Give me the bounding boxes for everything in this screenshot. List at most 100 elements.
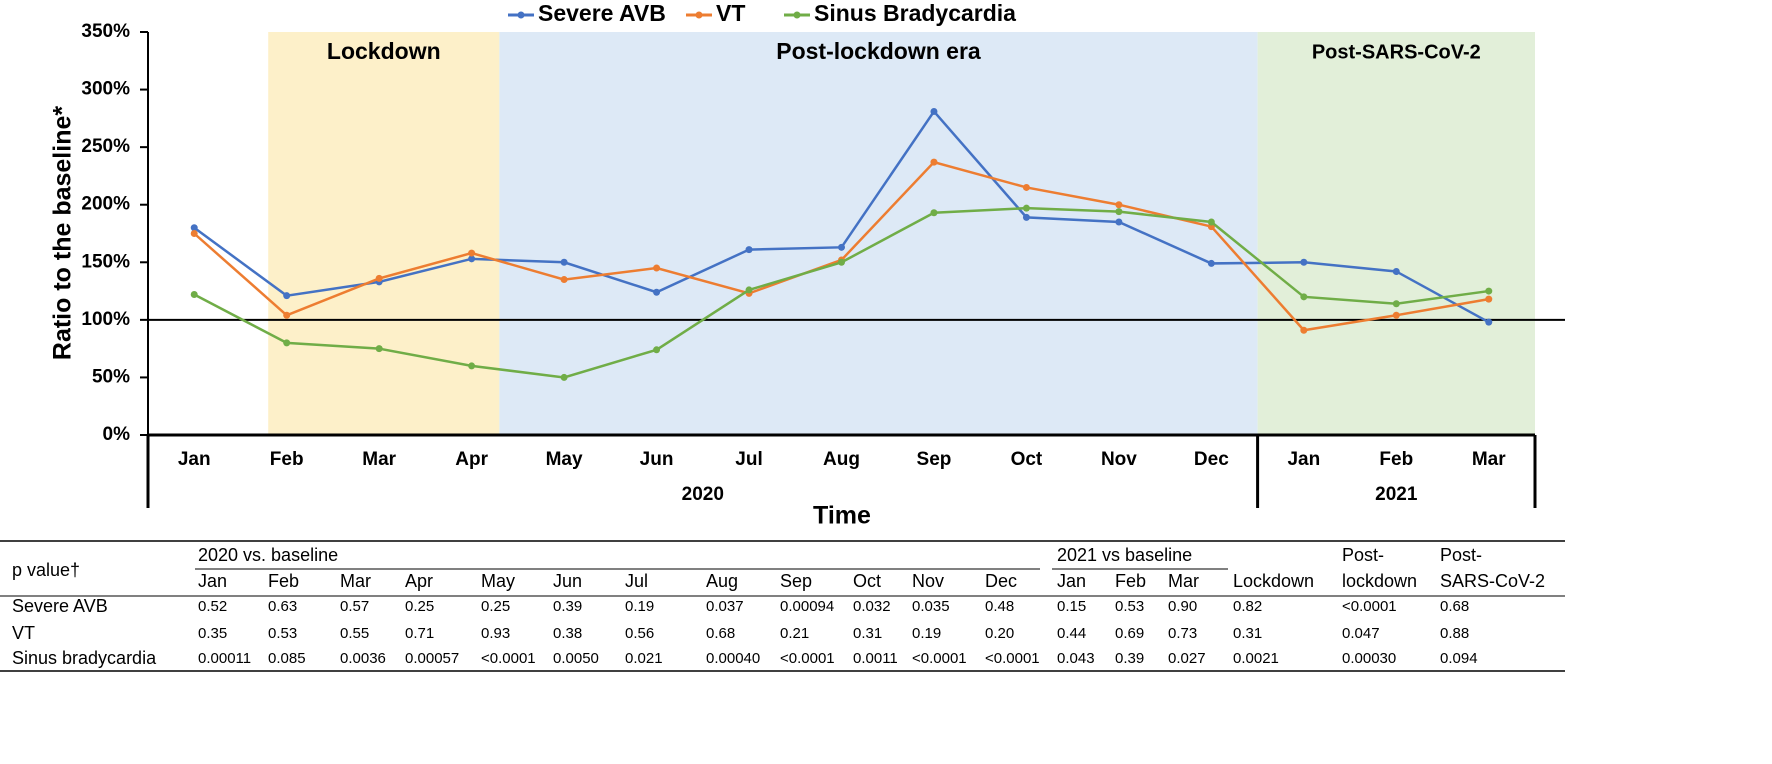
data-point [1392,267,1400,275]
table-cell: 0.57 [340,598,369,615]
table-cell: 0.93 [481,625,510,642]
group-label: 2021 [1375,484,1418,505]
x-tick-label: Jul [735,449,762,470]
y-tick-label: 100% [81,309,130,330]
x-tick-label: Apr [455,449,488,470]
table-column-header: Jun [553,571,582,591]
table-cell: 0.032 [853,598,891,615]
x-tick-label: Sep [917,449,952,470]
data-point [283,339,291,347]
x-tick-label: Feb [270,449,304,470]
data-point [1300,258,1308,266]
table-column-header: Mar [1168,571,1199,591]
table-cell: 0.25 [481,598,510,615]
data-point [1300,326,1308,334]
table-cell: 0.69 [1115,625,1144,642]
table-cell: 0.68 [1440,598,1469,615]
table-cell: <0.0001 [1342,598,1397,615]
y-axis-label: Ratio to the baseline* [49,106,77,360]
x-tick-label: Jun [640,449,674,470]
table-cell: 0.53 [1115,598,1144,615]
table-cell: 0.68 [706,625,735,642]
period-label: Post-SARS-CoV-2 [1312,41,1481,63]
data-point [1115,208,1123,216]
data-point [190,230,198,237]
table-cell: 0.085 [268,650,306,667]
table-corner: p value† [12,560,80,580]
legend-label: Sinus Bradycardia [814,0,1016,26]
table-column-header: Oct [853,571,881,591]
table-cell: 0.53 [268,625,297,642]
data-point [930,107,938,115]
data-point [1485,295,1493,303]
table-column-header: Sep [780,571,812,591]
data-point [468,255,476,263]
data-point [1022,213,1030,221]
y-tick-label: 300% [81,79,130,100]
table-cell: 0.19 [912,625,941,642]
data-point [1392,300,1400,308]
table-column-header: Dec [985,571,1017,591]
table-cell: 0.31 [1233,625,1262,642]
table-column-header: Jan [198,571,227,591]
table-cell: <0.0001 [780,650,835,667]
period-band [499,32,1258,435]
table-cell: 0.035 [912,598,950,615]
data-point [375,274,383,282]
data-point [1485,318,1493,326]
table-cell: 0.19 [625,598,654,615]
table-cell: 0.63 [268,598,297,615]
data-point [560,276,568,284]
table-cell: 0.00030 [1342,650,1396,667]
data-point [745,286,753,294]
table-cell: 0.00057 [405,650,459,667]
table-cell: 0.20 [985,625,1014,642]
data-point [1207,218,1215,226]
data-point [745,246,753,254]
data-point [190,224,198,232]
data-point [1115,201,1123,209]
table-column-header: Aug [706,571,738,591]
table-cell: <0.0001 [912,650,967,667]
data-point [283,292,291,300]
group-label: 2020 [682,484,724,505]
data-point [1392,311,1400,319]
data-point [375,345,383,353]
table-cell: 0.88 [1440,625,1469,642]
table-column-header: Lockdown [1233,571,1314,591]
table-cell: 0.31 [853,625,882,642]
table-cell: 0.52 [198,598,227,615]
x-tick-label: Jan [1287,449,1320,470]
table-group-header: 2020 vs. baseline [198,545,338,565]
period-label: Post-lockdown era [776,38,981,64]
y-tick-label: 350% [81,21,130,42]
table-cell: 0.027 [1168,650,1206,667]
table-cell: <0.0001 [481,650,536,667]
data-point [1300,293,1308,301]
table-row-label: Severe AVB [12,596,108,616]
period-label: Lockdown [327,38,441,64]
legend-marker [695,11,703,19]
x-tick-label: Nov [1101,449,1137,470]
table-column-header: Feb [268,571,299,591]
table-cell: 0.043 [1057,650,1095,667]
table-cell: 0.00011 [198,650,251,667]
table-group-header: 2021 vs baseline [1057,545,1192,565]
data-point [560,373,568,381]
period-band [268,32,500,435]
table-column-header: May [481,571,515,591]
legend-marker [517,11,525,19]
data-point [468,249,476,257]
table-cell: <0.0001 [985,650,1040,667]
x-tick-label: Dec [1194,449,1229,470]
y-tick-label: 150% [81,251,130,272]
table-cell: 0.55 [340,625,369,642]
table-cell: 0.71 [405,625,434,642]
legend-marker [793,11,801,19]
data-point [1022,183,1030,191]
data-point [283,311,291,319]
table-column-header: Post-SARS-CoV-2 [1440,545,1545,591]
data-point [190,291,198,299]
legend-label: VT [716,0,745,26]
